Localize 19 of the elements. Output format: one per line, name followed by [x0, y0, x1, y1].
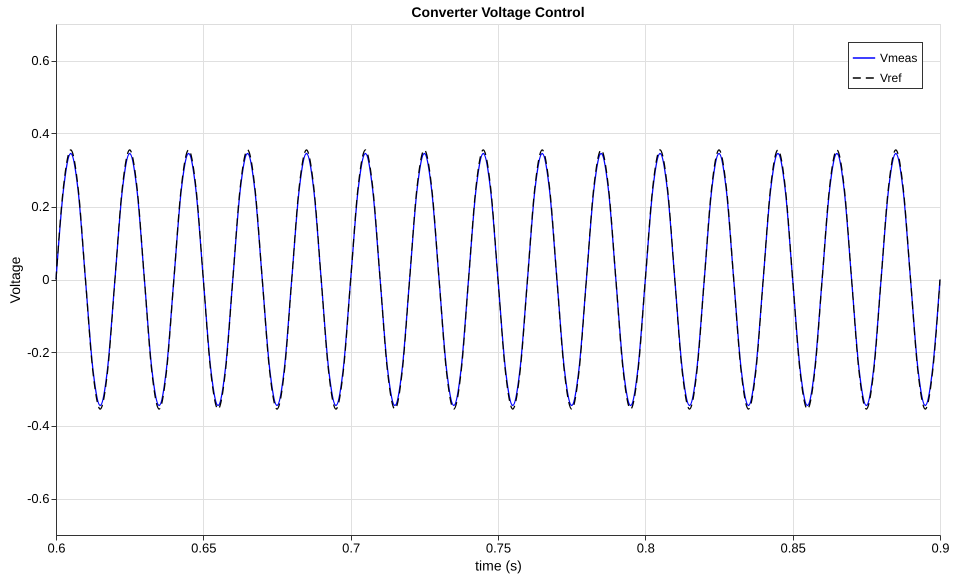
chart-title: Converter Voltage Control: [411, 4, 585, 20]
x-tick-label: 0.7: [342, 540, 360, 556]
y-tick-label: 0: [42, 272, 50, 287]
y-tick-label: 0.4: [31, 126, 50, 141]
legend-label: Vmeas: [880, 51, 918, 65]
x-tick-label: 0.6: [47, 540, 66, 556]
y-tick-label: 0.6: [31, 53, 50, 68]
x-tick-label: 0.85: [780, 540, 806, 556]
y-axis-title: Voltage: [7, 256, 24, 304]
y-tick-label: -0.4: [27, 418, 50, 433]
x-axis-title: time (s): [475, 558, 522, 574]
x-tick-label: 0.65: [191, 540, 216, 556]
x-tick-label: 0.75: [486, 540, 512, 556]
x-tick-label: 0.9: [931, 540, 950, 556]
legend-label: Vref: [880, 71, 902, 85]
y-tick-label: -0.2: [27, 345, 50, 360]
y-tick-label: 0.2: [31, 199, 50, 214]
x-tick-label: 0.8: [636, 540, 655, 556]
y-tick-label: -0.6: [27, 491, 50, 506]
